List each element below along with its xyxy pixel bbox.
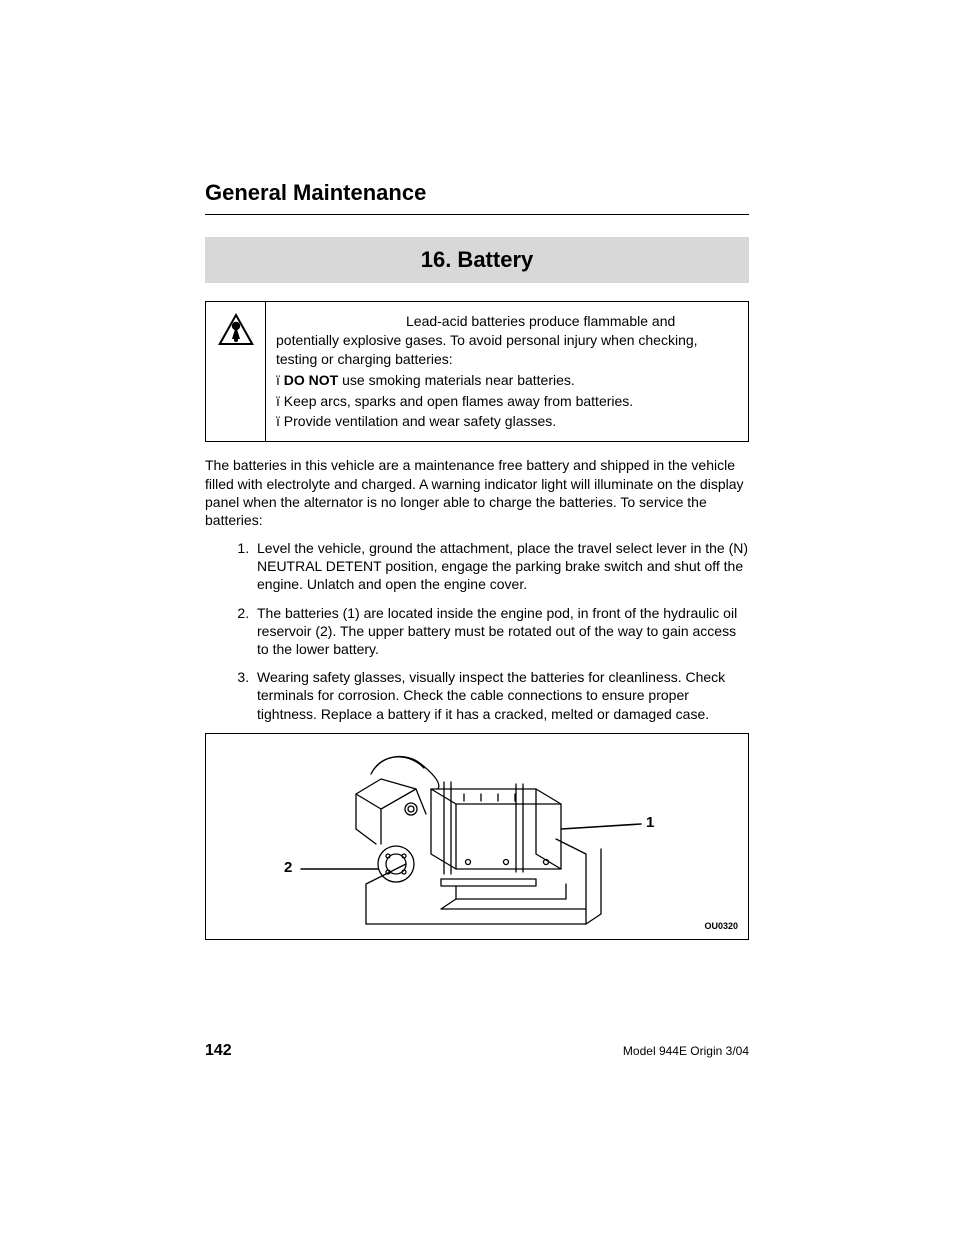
figure: 1 2 OU0320 — [205, 733, 749, 940]
callout-2: 2 — [284, 859, 292, 876]
warning-icon-cell — [206, 302, 266, 441]
intro-paragraph: The batteries in this vehicle are a main… — [205, 456, 749, 529]
section-title: General Maintenance — [205, 180, 749, 206]
step-item: Level the vehicle, ground the attachment… — [253, 539, 749, 594]
step-item: Wearing safety glasses, visually inspect… — [253, 668, 749, 723]
page-footer: 142 Model 944E Origin 3/04 — [205, 1042, 749, 1060]
step-list: Level the vehicle, ground the attachment… — [253, 539, 749, 723]
title-rule — [205, 214, 749, 215]
warning-bullet: ï Keep arcs, sparks and open flames away… — [276, 392, 736, 411]
warning-bullet: ï DO NOT use smoking materials near batt… — [276, 371, 736, 390]
footer-model: Model 944E Origin 3/04 — [623, 1044, 749, 1058]
page: General Maintenance 16. Battery Lead-aci… — [0, 0, 954, 1235]
callout-1: 1 — [646, 814, 654, 831]
warning-lead: Lead-acid batteries produce flammable an… — [276, 312, 736, 369]
warning-bullet: ï Provide ventilation and wear safety gl… — [276, 412, 736, 431]
figure-id: OU0320 — [704, 921, 738, 931]
warning-icon — [217, 312, 255, 346]
chapter-heading: 16. Battery — [205, 237, 749, 283]
step-item: The batteries (1) are located inside the… — [253, 604, 749, 659]
warning-text: Lead-acid batteries produce flammable an… — [266, 302, 748, 441]
warning-box: Lead-acid batteries produce flammable an… — [205, 301, 749, 442]
battery-diagram — [206, 734, 748, 939]
page-number: 142 — [205, 1042, 232, 1060]
